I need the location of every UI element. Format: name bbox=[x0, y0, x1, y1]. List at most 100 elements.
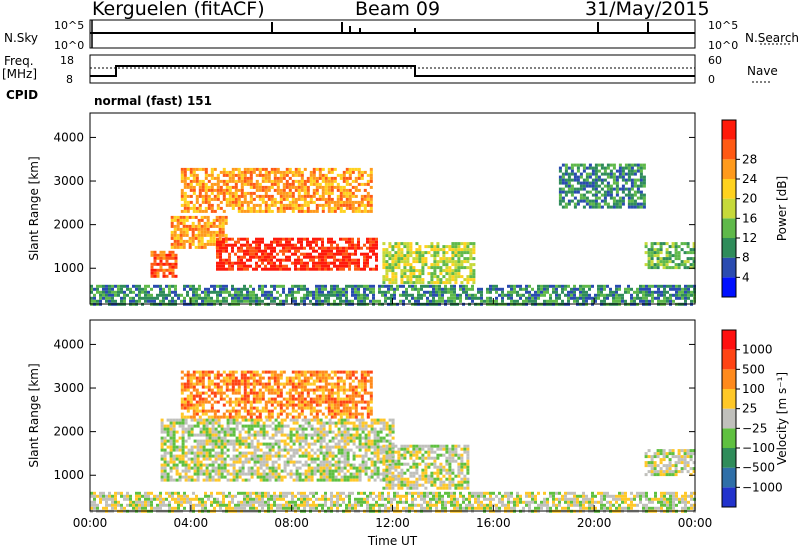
velocity-cell bbox=[199, 466, 203, 470]
velocity-cell bbox=[459, 503, 462, 507]
power-cell bbox=[261, 173, 265, 177]
power-cell bbox=[433, 254, 437, 258]
power-cell bbox=[264, 267, 267, 271]
velocity-cell bbox=[184, 475, 188, 479]
power-cell bbox=[303, 264, 306, 268]
power-cell bbox=[201, 179, 205, 183]
power-cell bbox=[460, 266, 464, 270]
power-cell bbox=[174, 299, 177, 303]
velocity-cell bbox=[147, 497, 150, 501]
velocity-cell bbox=[456, 497, 459, 501]
velocity-cell bbox=[220, 439, 224, 443]
velocity-cell bbox=[108, 494, 111, 498]
velocity-cell bbox=[217, 445, 221, 449]
power-cell bbox=[345, 261, 348, 265]
velocity-cell bbox=[256, 424, 260, 428]
power-cell bbox=[451, 269, 455, 273]
power-cell bbox=[430, 272, 434, 276]
velocity-cell bbox=[108, 497, 111, 501]
velocity-cell bbox=[208, 421, 212, 425]
power-cell bbox=[357, 246, 360, 250]
power-cell bbox=[276, 284, 279, 288]
power-cell bbox=[552, 287, 555, 291]
power-cell bbox=[642, 287, 645, 291]
velocity-cell bbox=[423, 497, 426, 501]
power-cell bbox=[351, 191, 355, 195]
power-cell bbox=[570, 287, 573, 291]
velocity-cell bbox=[663, 497, 666, 501]
power-cell bbox=[282, 194, 286, 198]
velocity-cell bbox=[309, 503, 312, 507]
power-cell bbox=[243, 299, 246, 303]
power-cell bbox=[495, 296, 498, 300]
power-cell bbox=[665, 251, 669, 255]
velocity-cell bbox=[307, 457, 311, 461]
power-cell bbox=[612, 299, 615, 303]
power-cell bbox=[222, 267, 225, 271]
power-cell bbox=[185, 230, 189, 234]
velocity-cell bbox=[654, 494, 657, 498]
power-cell bbox=[375, 267, 378, 271]
velocity-cell bbox=[435, 500, 438, 504]
power-cell bbox=[675, 284, 678, 288]
power-cell bbox=[453, 287, 456, 291]
power-cell bbox=[240, 173, 244, 177]
power-cell bbox=[444, 299, 447, 303]
velocity-cell bbox=[274, 451, 278, 455]
power-cell bbox=[522, 299, 525, 303]
power-cell bbox=[409, 245, 413, 249]
power-cell bbox=[369, 176, 373, 180]
power-cell bbox=[342, 209, 346, 213]
power-cell bbox=[159, 265, 163, 269]
power-cell bbox=[680, 248, 684, 252]
power-cell bbox=[203, 215, 207, 219]
velocity-cell bbox=[426, 500, 429, 504]
power-cell bbox=[267, 293, 270, 297]
power-cell bbox=[171, 284, 174, 288]
power-cell bbox=[209, 230, 213, 234]
power-cell bbox=[282, 191, 286, 195]
power-cell bbox=[333, 255, 336, 259]
power-cell bbox=[200, 245, 204, 249]
power-cell bbox=[216, 203, 220, 207]
power-cell bbox=[382, 260, 386, 264]
power-cell bbox=[330, 255, 333, 259]
power-cell bbox=[197, 242, 201, 246]
power-cell bbox=[415, 278, 419, 282]
power-cell bbox=[692, 251, 696, 255]
power-cell bbox=[415, 281, 419, 285]
power-cell bbox=[240, 191, 244, 195]
power-cell bbox=[576, 178, 580, 182]
power-cell bbox=[306, 296, 309, 300]
velocity-cell bbox=[241, 424, 245, 428]
velocity-cell bbox=[271, 469, 275, 473]
power-cell bbox=[591, 193, 595, 197]
power-cell bbox=[348, 243, 351, 247]
power-cell bbox=[324, 179, 328, 183]
power-cell bbox=[597, 169, 601, 173]
power-cell bbox=[424, 245, 428, 249]
power-cell bbox=[225, 243, 228, 247]
power-cell bbox=[96, 287, 99, 291]
power-cell bbox=[303, 191, 307, 195]
power-cell bbox=[582, 163, 586, 167]
power-cell bbox=[255, 267, 258, 271]
power-cell bbox=[618, 163, 622, 167]
velocity-cell bbox=[513, 503, 516, 507]
power-cell bbox=[615, 202, 619, 206]
power-cell bbox=[336, 194, 340, 198]
power-cell bbox=[209, 224, 213, 228]
power-cell bbox=[612, 202, 616, 206]
power-cell bbox=[573, 163, 577, 167]
velocity-cell bbox=[265, 442, 269, 446]
velocity-cell bbox=[181, 418, 185, 422]
power-cell bbox=[366, 209, 370, 213]
power-cell bbox=[674, 254, 678, 258]
velocity-cell bbox=[214, 439, 218, 443]
velocity-cell bbox=[525, 503, 528, 507]
power-cell bbox=[197, 218, 201, 222]
velocity-cell bbox=[123, 506, 126, 510]
power-cell bbox=[456, 296, 459, 300]
velocity-cell bbox=[265, 454, 269, 458]
